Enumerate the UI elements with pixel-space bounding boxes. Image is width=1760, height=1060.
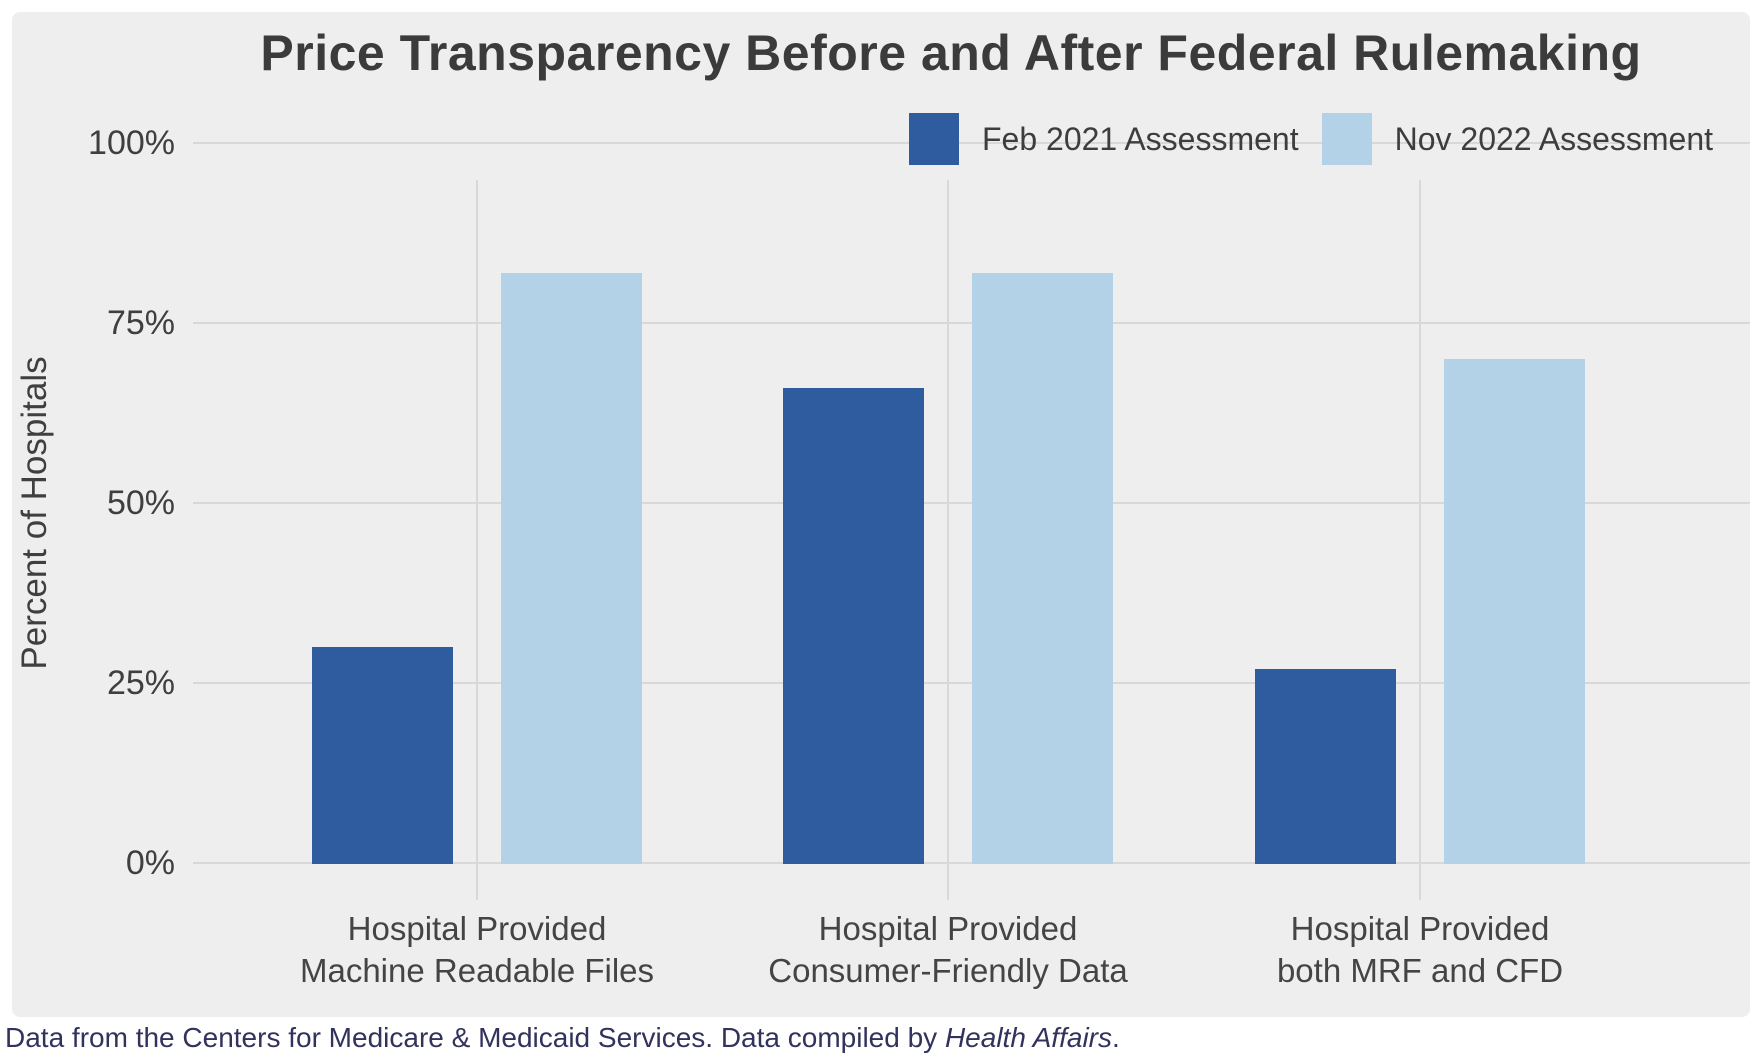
v-gridline-cat3	[1419, 180, 1421, 900]
h-gridline-50	[193, 502, 1750, 504]
y-tick-label-50: 50%	[106, 484, 175, 522]
bar-series2-cat1	[501, 272, 642, 864]
bar-series1-cat1	[312, 647, 453, 864]
caption-period: .	[1111, 1022, 1120, 1053]
y-tick-label-75: 75%	[106, 304, 175, 342]
y-tick-label-100: 100%	[88, 124, 175, 162]
legend-label-feb-2021: Feb 2021 Assessment	[981, 120, 1299, 157]
x-category-label-2: Hospital Provided Consumer-Friendly Data	[768, 910, 1128, 989]
bar-series1-cat2	[783, 387, 924, 864]
bar-series1-cat3	[1255, 668, 1396, 864]
v-gridline-cat2	[947, 180, 949, 900]
h-gridline-75	[193, 322, 1750, 324]
caption-source: Health Affairs	[944, 1022, 1112, 1053]
legend-label-nov-2022: Nov 2022 Assessment	[1394, 120, 1713, 157]
caption-text: Data from the Centers for Medicare & Med…	[5, 1022, 945, 1053]
legend: Feb 2021 Assessment Nov 2022 Assessment	[908, 113, 1713, 165]
bar-series2-cat2	[972, 272, 1113, 864]
legend-swatch-nov-2022	[1321, 113, 1372, 165]
y-tick-label-0: 0%	[125, 844, 175, 882]
x-category-label-3: Hospital Provided both MRF and CFD	[1276, 910, 1564, 989]
y-tick-label-25: 25%	[106, 664, 175, 702]
chart-title: Price Transparency Before and After Fede…	[260, 25, 1642, 81]
bar-series2-cat3	[1444, 359, 1585, 864]
v-gridline-cat1	[476, 180, 478, 900]
x-category-label-1: Hospital Provided Machine Readable Files	[299, 910, 655, 989]
legend-swatch-feb-2021	[908, 113, 959, 165]
h-gridline-0	[193, 862, 1750, 864]
h-gridline-100	[193, 142, 1750, 144]
caption: Data from the Centers for Medicare & Med…	[5, 1022, 1120, 1054]
h-gridline-25	[193, 682, 1750, 684]
